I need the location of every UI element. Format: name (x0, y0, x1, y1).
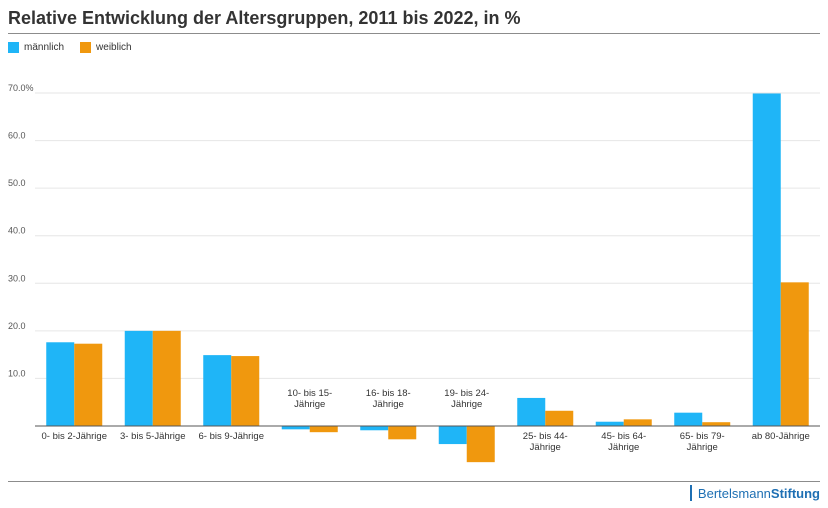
bar-weiblich[interactable] (309, 426, 338, 433)
bar-weiblich[interactable] (388, 426, 417, 440)
legend-swatch-weiblich (80, 42, 92, 53)
category-label: 16- bis 18- (366, 388, 411, 399)
category-label: Jährige (451, 399, 482, 410)
y-axis-ticks: 10.0 20.0 30.0 40.0 50.0 60.0 70.0% (8, 83, 34, 378)
bar-weiblich[interactable] (231, 356, 260, 426)
legend: männlich weiblich (8, 42, 148, 53)
bar-weiblich[interactable] (466, 426, 495, 463)
y-tick-label: 20.0 (8, 321, 26, 331)
bar-maennlich[interactable] (517, 397, 546, 426)
category-label: 25- bis 44- (523, 431, 568, 442)
bar-weiblich[interactable] (152, 330, 181, 426)
bar-weiblich[interactable] (780, 282, 809, 426)
bar-maennlich[interactable] (595, 421, 624, 426)
category-label: 45- bis 64- (601, 431, 646, 442)
y-tick-label: 60.0 (8, 131, 26, 141)
category-label: Jährige (608, 442, 639, 453)
footer-divider (8, 481, 820, 482)
chart-title: Relative Entwicklung der Altersgruppen, … (8, 8, 521, 28)
bar-maennlich[interactable] (674, 412, 703, 426)
bar-maennlich[interactable] (360, 426, 389, 431)
category-labels: 0- bis 2-Jährige 3- bis 5-Jährige 6- bis 9… (42, 388, 810, 453)
bar-maennlich[interactable] (752, 93, 781, 426)
brand-logo: Bertelsmann Stiftung (689, 485, 820, 501)
legend-item-weiblich[interactable]: weiblich (80, 42, 132, 53)
bar-weiblich[interactable] (74, 343, 103, 426)
category-label: 19- bis 24- (444, 388, 489, 399)
legend-item-maennlich[interactable]: männlich (8, 42, 64, 53)
brand-name: Bertelsmann (697, 485, 771, 501)
legend-swatch-maennlich (8, 42, 19, 53)
title-divider (8, 33, 820, 34)
y-tick-label: 70.0% (8, 83, 34, 93)
bar-maennlich[interactable] (281, 426, 310, 430)
legend-label-maennlich: männlich (24, 42, 65, 53)
legend-label-weiblich: weiblich (96, 42, 132, 53)
bar-weiblich[interactable] (545, 410, 574, 426)
bar-weiblich[interactable] (702, 422, 731, 426)
category-label: Jährige (687, 442, 718, 453)
category-label: ab 80-Jährige (752, 431, 810, 442)
brand-bar (689, 485, 692, 501)
category-label: 3- bis 5-Jährige (120, 431, 185, 442)
y-tick-label: 50.0 (8, 178, 26, 188)
brand-name-strong: Stiftung (770, 485, 820, 501)
bar-maennlich[interactable] (438, 426, 467, 445)
category-label: 0- bis 2-Jährige (42, 431, 107, 442)
bars (46, 93, 809, 463)
y-tick-label: 40.0 (8, 226, 26, 236)
bar-chart: 10.0 20.0 30.0 40.0 50.0 60.0 70.0% 0- bis 2-J… (8, 83, 820, 463)
category-label: 65- bis 79- (680, 431, 725, 442)
category-label: Jährige (530, 442, 561, 453)
y-tick-label: 10.0 (8, 368, 26, 378)
bar-maennlich[interactable] (203, 355, 232, 426)
bar-maennlich[interactable] (124, 330, 153, 426)
bar-maennlich[interactable] (46, 342, 75, 426)
category-label: 10- bis 15- (287, 388, 332, 399)
bar-weiblich[interactable] (623, 419, 652, 426)
category-label: Jährige (294, 399, 325, 410)
category-label: 6- bis 9-Jährige (199, 431, 264, 442)
category-label: Jährige (373, 399, 404, 410)
y-tick-label: 30.0 (8, 273, 26, 283)
